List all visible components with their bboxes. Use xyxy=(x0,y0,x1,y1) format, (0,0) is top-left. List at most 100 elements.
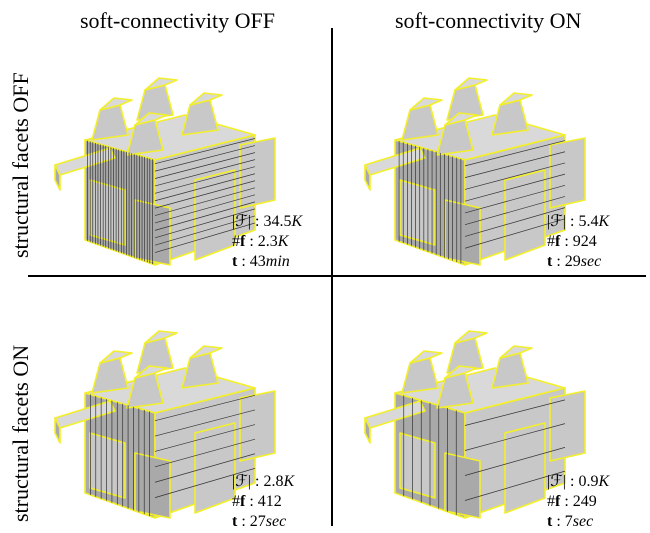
mesh-line xyxy=(154,159,256,187)
front-column-mid xyxy=(444,452,481,519)
left-bar-end xyxy=(364,164,371,191)
front-column-right xyxy=(194,422,236,514)
mesh-line xyxy=(154,222,256,253)
facet-count-line: #f : 412 xyxy=(232,493,282,510)
mesh-line xyxy=(464,151,566,178)
mesh-line xyxy=(464,162,566,190)
mesh-line xyxy=(464,207,566,237)
top-bump-cap xyxy=(409,350,443,364)
mesh-line xyxy=(464,196,566,226)
mesh-line xyxy=(154,453,256,483)
top-bump-cap xyxy=(99,97,133,111)
left-bar-end xyxy=(54,164,61,191)
top-bump-cap xyxy=(444,112,478,126)
mesh-line xyxy=(154,438,256,468)
front-column-left xyxy=(399,179,436,246)
front-column-left xyxy=(399,432,436,499)
mesh-line xyxy=(464,399,566,426)
mesh-line xyxy=(154,187,256,216)
front-column-right xyxy=(194,169,236,261)
mesh-line xyxy=(154,394,256,422)
front-column-mid xyxy=(134,452,171,519)
top-bump-side xyxy=(401,104,439,141)
right-bar xyxy=(239,390,276,462)
model-render xyxy=(364,77,586,266)
time-line: t : 43min xyxy=(232,253,290,270)
face-count-line: |ℱ| : 34.5K xyxy=(232,213,303,230)
panel-bottom-left xyxy=(35,283,355,533)
top-bump-cap xyxy=(454,77,488,91)
mesh-line xyxy=(464,140,566,167)
top-bump-cap xyxy=(189,92,223,106)
face-count-line: |ℱ| : 0.9K xyxy=(547,473,610,490)
top-bump-cap xyxy=(454,330,488,344)
mesh-line xyxy=(464,184,566,214)
mesh-line xyxy=(464,218,566,249)
mesh-line xyxy=(154,409,256,437)
row-title-structural-facets-on: structural facets ON xyxy=(8,344,33,522)
column-title-soft-connectivity-off: soft-connectivity OFF xyxy=(80,8,275,33)
panel-top-right xyxy=(345,30,650,280)
mesh-line xyxy=(464,470,566,501)
stats-top-left: |ℱ| : 34.5K #f : 2.3K t : 43min xyxy=(232,212,302,272)
mesh-line xyxy=(154,468,256,498)
left-bar-end xyxy=(364,417,371,444)
mesh-line xyxy=(154,194,256,224)
left-bar-end xyxy=(54,417,61,444)
mesh-line xyxy=(154,201,256,231)
front-column-right xyxy=(504,422,546,514)
top-bump-side xyxy=(91,357,129,394)
stats-bottom-right: |ℱ| : 0.9K #f : 249 t : 7sec xyxy=(547,472,609,532)
mesh-line xyxy=(154,180,256,209)
mesh-line xyxy=(154,208,256,239)
mesh-line xyxy=(154,145,256,172)
model-render xyxy=(364,330,586,519)
top-bump-cap xyxy=(144,330,178,344)
column-title-soft-connectivity-on: soft-connectivity ON xyxy=(395,8,582,33)
front-column-mid xyxy=(444,199,481,266)
front-column-left xyxy=(89,432,126,499)
mesh-line xyxy=(154,173,256,202)
facet-count-line: #f : 249 xyxy=(547,493,597,510)
panel-top-left xyxy=(35,30,355,280)
top-bump-side xyxy=(181,352,219,389)
top-bump-side xyxy=(181,99,219,136)
top-bump-side xyxy=(491,352,529,389)
top-bump-cap xyxy=(134,365,168,379)
mesh-line xyxy=(154,424,256,452)
stats-top-right: |ℱ| : 5.4K #f : 924 t : 29sec xyxy=(547,212,609,272)
mesh-line xyxy=(154,166,256,194)
right-bar xyxy=(549,137,586,209)
face-count-line: |ℱ| : 2.8K xyxy=(232,473,295,490)
top-bump-side xyxy=(401,357,439,394)
horizontal-divider xyxy=(28,275,646,277)
vertical-divider xyxy=(331,28,333,526)
top-bump-cap xyxy=(444,365,478,379)
top-bump-cap xyxy=(144,77,178,91)
facet-count-line: #f : 2.3K xyxy=(232,233,289,250)
top-bump-cap xyxy=(99,350,133,364)
top-bump-cap xyxy=(189,345,223,359)
right-bar xyxy=(239,137,276,209)
face-count-line: |ℱ| : 5.4K xyxy=(547,213,610,230)
front-column-right xyxy=(504,169,546,261)
top-bump-side xyxy=(91,104,129,141)
top-bump-cap xyxy=(409,97,443,111)
right-bar xyxy=(549,390,586,462)
top-bump-cap xyxy=(134,112,168,126)
model-render xyxy=(54,330,276,519)
mesh-line xyxy=(154,215,256,246)
mesh-line xyxy=(154,138,256,165)
mesh-line xyxy=(464,447,566,476)
time-line: t : 27sec xyxy=(232,513,287,530)
facet-count-line: #f : 924 xyxy=(547,233,597,250)
mesh-line xyxy=(464,423,566,451)
top-bump-cap xyxy=(499,92,533,106)
panel-bottom-right xyxy=(345,283,650,533)
top-bump-side xyxy=(491,99,529,136)
row-title-structural-facets-off: structural facets OFF xyxy=(8,72,33,258)
model-render xyxy=(54,77,276,266)
mesh-line xyxy=(154,152,256,179)
mesh-line xyxy=(464,173,566,202)
top-bump-cap xyxy=(499,345,533,359)
